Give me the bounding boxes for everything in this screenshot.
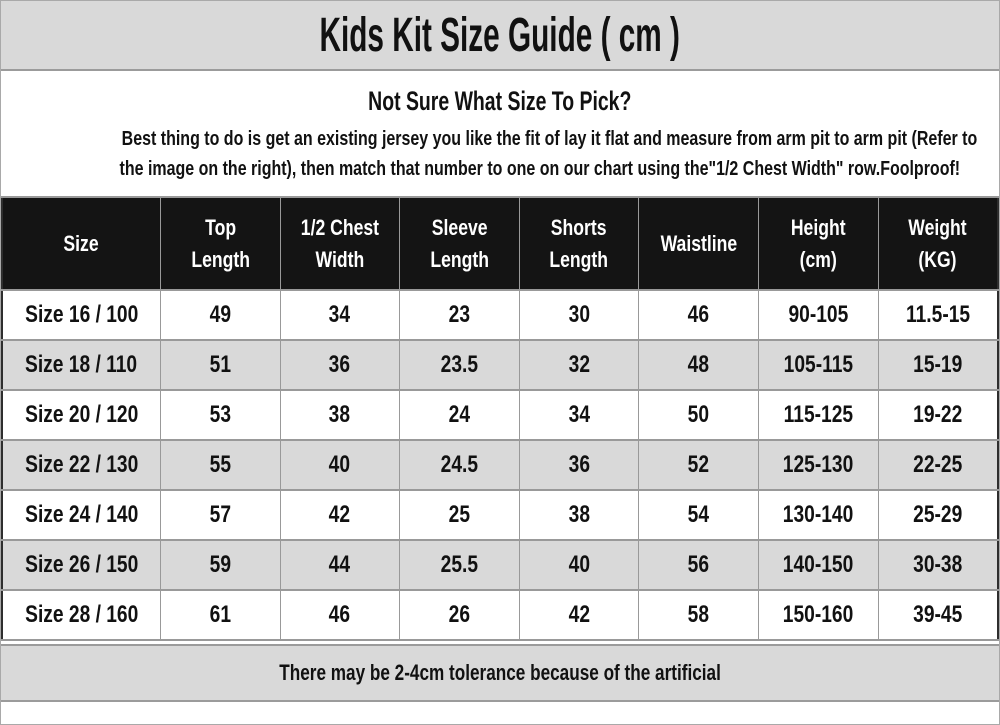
- value-cell: 46: [638, 289, 760, 341]
- value-cell: 125-130: [758, 439, 879, 491]
- value-cell: 25-29: [877, 489, 999, 541]
- value-cell: 30-38: [877, 539, 999, 591]
- size-guide-table: Size Top Length 1/2 Chest Width Sleeve L…: [1, 196, 999, 641]
- value-cell: 19-22: [877, 389, 999, 441]
- size-label-cell: Size 28 / 160: [1, 589, 161, 641]
- title-bar: Kids Kit Size Guide ( cm ): [1, 1, 999, 71]
- value-cell: 23: [399, 289, 520, 341]
- value-cell: 51: [159, 339, 281, 391]
- column-header-size: Size: [1, 196, 161, 291]
- value-cell: 61: [159, 589, 281, 641]
- value-cell: 115-125: [758, 389, 879, 441]
- value-cell: 25: [399, 489, 520, 541]
- size-label-cell: Size 20 / 120: [1, 389, 161, 441]
- value-cell: 42: [518, 589, 640, 641]
- table-row: Size 26 / 150 59 44 25.5 40 56 140-150 30-38: [1, 539, 999, 591]
- value-cell: 25.5: [399, 539, 520, 591]
- table-row: Size 16 / 100 49 34 23 30 46 90-105 11.5-15: [1, 289, 999, 341]
- value-cell: 30: [518, 289, 640, 341]
- value-cell: 40: [279, 439, 401, 491]
- value-cell: 22-25: [877, 439, 999, 491]
- tolerance-note: There may be 2-4cm tolerance because of …: [279, 660, 721, 685]
- footer-bar: There may be 2-4cm tolerance because of …: [1, 644, 999, 702]
- column-header-height: Height (cm): [758, 196, 879, 291]
- value-cell: 24: [399, 389, 520, 441]
- value-cell: 57: [159, 489, 281, 541]
- value-cell: 150-160: [758, 589, 879, 641]
- value-cell: 52: [638, 439, 760, 491]
- value-cell: 55: [159, 439, 281, 491]
- table-row: Size 22 / 130 55 40 24.5 36 52 125-130 22-25: [1, 439, 999, 491]
- value-cell: 36: [518, 439, 640, 491]
- value-cell: 24.5: [399, 439, 520, 491]
- value-cell: 130-140: [758, 489, 879, 541]
- size-label-cell: Size 22 / 130: [1, 439, 161, 491]
- column-header-half-chest-width: 1/2 Chest Width: [279, 196, 401, 291]
- column-header-sleeve-length: Sleeve Length: [399, 196, 520, 291]
- value-cell: 36: [279, 339, 401, 391]
- intro-text-line: Best thing to do is get an existing jers…: [121, 127, 978, 150]
- value-cell: 11.5-15: [877, 289, 999, 341]
- value-cell: 44: [279, 539, 401, 591]
- value-cell: 32: [518, 339, 640, 391]
- value-cell: 50: [638, 389, 760, 441]
- value-cell: 48: [638, 339, 760, 391]
- value-cell: 46: [279, 589, 401, 641]
- value-cell: 58: [638, 589, 760, 641]
- intro-section: Not Sure What Size To Pick? Best thing t…: [1, 71, 999, 196]
- column-header-shorts-length: Shorts Length: [518, 196, 640, 291]
- value-cell: 26: [399, 589, 520, 641]
- column-header-weight: Weight (KG): [877, 196, 999, 291]
- table-row: Size 28 / 160 61 46 26 42 58 150-160 39-45: [1, 589, 999, 641]
- value-cell: 49: [159, 289, 281, 341]
- value-cell: 15-19: [877, 339, 999, 391]
- column-header-waistline: Waistline: [638, 196, 760, 291]
- column-header-top-length: Top Length: [159, 196, 281, 291]
- page-title: Kids Kit Size Guide ( cm ): [319, 8, 681, 62]
- value-cell: 34: [518, 389, 640, 441]
- size-label-cell: Size 24 / 140: [1, 489, 161, 541]
- value-cell: 39-45: [877, 589, 999, 641]
- value-cell: 105-115: [758, 339, 879, 391]
- value-cell: 38: [518, 489, 640, 541]
- size-label-cell: Size 18 / 110: [1, 339, 161, 391]
- value-cell: 42: [279, 489, 401, 541]
- intro-heading: Not Sure What Size To Pick?: [368, 86, 632, 116]
- value-cell: 40: [518, 539, 640, 591]
- size-label-cell: Size 26 / 150: [1, 539, 161, 591]
- value-cell: 54: [638, 489, 760, 541]
- table-row: Size 18 / 110 51 36 23.5 32 48 105-115 15-19: [1, 339, 999, 391]
- size-table-body: Size 16 / 100 49 34 23 30 46 90-105 11.5-15 Size…: [1, 289, 999, 641]
- value-cell: 38: [279, 389, 401, 441]
- value-cell: 56: [638, 539, 760, 591]
- table-row: Size 20 / 120 53 38 24 34 50 115-125 19-22: [1, 389, 999, 441]
- table-header-row: Size Top Length 1/2 Chest Width Sleeve L…: [1, 196, 999, 291]
- value-cell: 90-105: [758, 289, 879, 341]
- table-row: Size 24 / 140 57 42 25 38 54 130-140 25-29: [1, 489, 999, 541]
- size-label-cell: Size 16 / 100: [1, 289, 161, 341]
- value-cell: 59: [159, 539, 281, 591]
- value-cell: 23.5: [399, 339, 520, 391]
- value-cell: 140-150: [758, 539, 879, 591]
- value-cell: 53: [159, 389, 281, 441]
- value-cell: 34: [279, 289, 401, 341]
- intro-text-line: the image on the right), then match that…: [119, 157, 961, 180]
